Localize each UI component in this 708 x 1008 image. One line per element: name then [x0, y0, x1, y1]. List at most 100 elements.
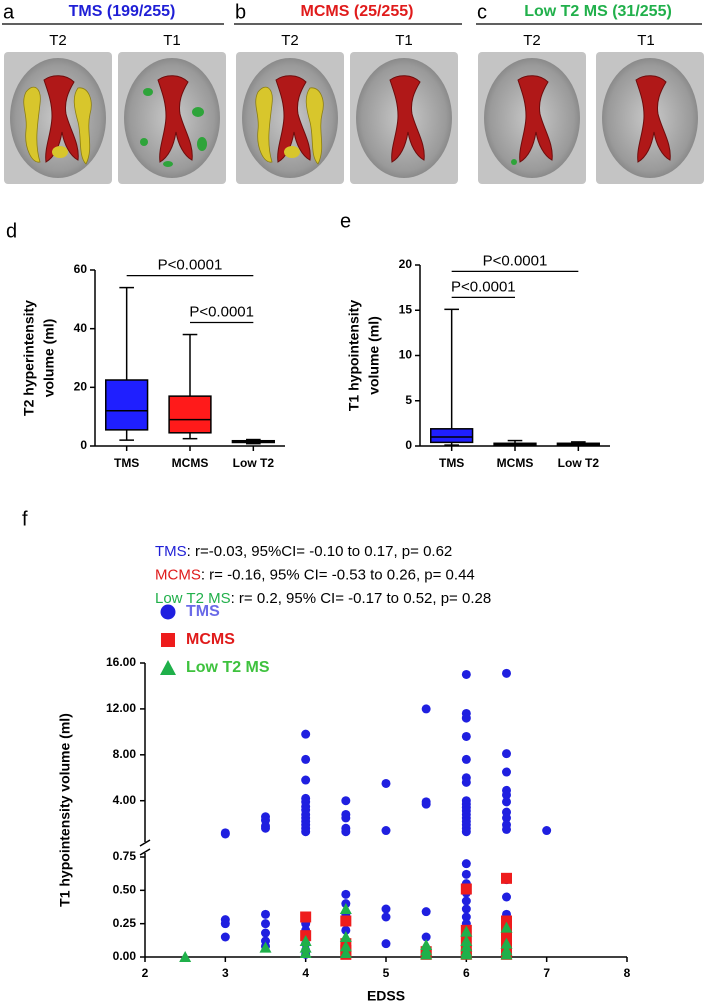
point: [421, 704, 431, 714]
point: [461, 731, 471, 741]
y-tick-label: 4.00: [113, 793, 137, 807]
brain-image: [595, 51, 705, 185]
point: [261, 928, 270, 938]
stat-line: MCMS: r= -0.16, 95% CI= -0.53 to 0.26, p…: [155, 566, 475, 583]
point: [501, 915, 512, 927]
panel-title: TMS (199/255): [69, 3, 176, 20]
stat-line: Low T2 MS: r= 0.2, 95% CI= -0.17 to 0.52…: [155, 590, 491, 607]
point: [301, 775, 311, 785]
p-value: P<0.0001: [158, 257, 223, 274]
image-label: T2: [281, 32, 299, 49]
point: [299, 947, 312, 958]
p-value: P<0.0001: [189, 304, 254, 321]
panel-title: Low T2 MS (31/255): [524, 3, 672, 20]
image-label: T2: [523, 32, 541, 49]
point: [502, 749, 511, 759]
legend-marker: [160, 604, 176, 620]
point: [301, 729, 311, 739]
y-tick-label: 5: [405, 393, 412, 407]
stat-text: : r=-0.03, 95%CI= -0.10 to 0.17, p= 0.62: [187, 543, 453, 560]
point: [340, 915, 352, 927]
x-tick-label: TMS: [114, 456, 139, 470]
stat-text: : r= 0.2, 95% CI= -0.17 to 0.52, p= 0.28: [231, 590, 492, 607]
point: [220, 829, 230, 839]
point: [261, 823, 270, 833]
point: [500, 921, 513, 933]
brain-image: [349, 51, 459, 185]
y-tick-label: 0: [80, 438, 87, 452]
x-axis-label: EDSS: [367, 988, 405, 1004]
y-axis-label: T1 hypointensity: [346, 300, 362, 411]
point: [261, 909, 270, 919]
point: [420, 948, 433, 960]
point: [220, 932, 230, 942]
point: [501, 872, 512, 884]
point: [502, 797, 511, 807]
stat-group: Low T2 MS: [155, 590, 231, 607]
image-label: T2: [49, 32, 67, 49]
stat-line: TMS: r=-0.03, 95%CI= -0.10 to 0.17, p= 0…: [155, 543, 452, 560]
point: [502, 790, 511, 800]
point: [461, 896, 471, 906]
point: [381, 912, 391, 922]
x-tick-label: 7: [543, 966, 550, 980]
p-value: P<0.0001: [451, 278, 516, 295]
point: [299, 935, 312, 946]
y-tick-label: 0.75: [113, 849, 137, 863]
x-tick-label: 3: [222, 966, 229, 980]
panel-letter: a: [3, 1, 15, 23]
y-tick-label: 0: [405, 438, 412, 452]
y-tick-label: 8.00: [113, 747, 137, 761]
panel-letter: f: [22, 508, 28, 530]
brain-image: [3, 51, 113, 185]
legend-marker: [161, 633, 175, 647]
box: [430, 428, 474, 444]
point: [461, 713, 471, 723]
point: [461, 669, 471, 679]
point: [502, 813, 511, 823]
point: [461, 777, 471, 787]
image-label: T1: [637, 32, 655, 49]
point: [341, 813, 351, 823]
point: [381, 778, 391, 788]
panel-letter: d: [6, 220, 17, 242]
point: [500, 948, 513, 960]
x-tick-label: 8: [624, 966, 631, 980]
brain-image: [235, 51, 345, 185]
brain-image: [477, 51, 587, 185]
y-tick-label: 40: [74, 321, 88, 335]
y-tick-label: 0.50: [113, 883, 137, 897]
y-tick-label: 0.25: [113, 916, 137, 930]
panel-letter: b: [235, 1, 246, 23]
point: [339, 903, 352, 914]
point: [502, 767, 511, 777]
point: [220, 919, 230, 929]
panel-letter: e: [340, 210, 351, 232]
y-tick-label: 10: [399, 348, 413, 362]
y-tick-label: 20: [399, 257, 413, 271]
point: [341, 827, 351, 837]
legend-label: Low T2 MS: [186, 659, 270, 676]
brain-image: [117, 51, 227, 185]
point: [301, 754, 311, 764]
point: [421, 799, 431, 809]
point: [339, 940, 352, 952]
point: [381, 904, 391, 914]
y-axis-label: volume (ml): [41, 319, 57, 398]
x-tick-label: MCMS: [497, 456, 534, 470]
point: [259, 941, 272, 953]
y-tick-label: 0.00: [113, 949, 137, 963]
point: [341, 889, 351, 899]
image-label: T1: [163, 32, 181, 49]
y-tick-label: 12.00: [106, 701, 136, 715]
x-tick-label: 5: [383, 966, 390, 980]
legend-label: TMS: [186, 603, 220, 620]
point: [381, 939, 391, 949]
stat-group: MCMS: [155, 566, 201, 583]
stat-text: : r= -0.16, 95% CI= -0.53 to 0.26, p= 0.…: [201, 566, 475, 583]
x-tick-label: TMS: [439, 456, 464, 470]
x-tick-label: 2: [142, 966, 149, 980]
x-tick-label: 4: [302, 966, 309, 980]
point: [461, 904, 471, 914]
